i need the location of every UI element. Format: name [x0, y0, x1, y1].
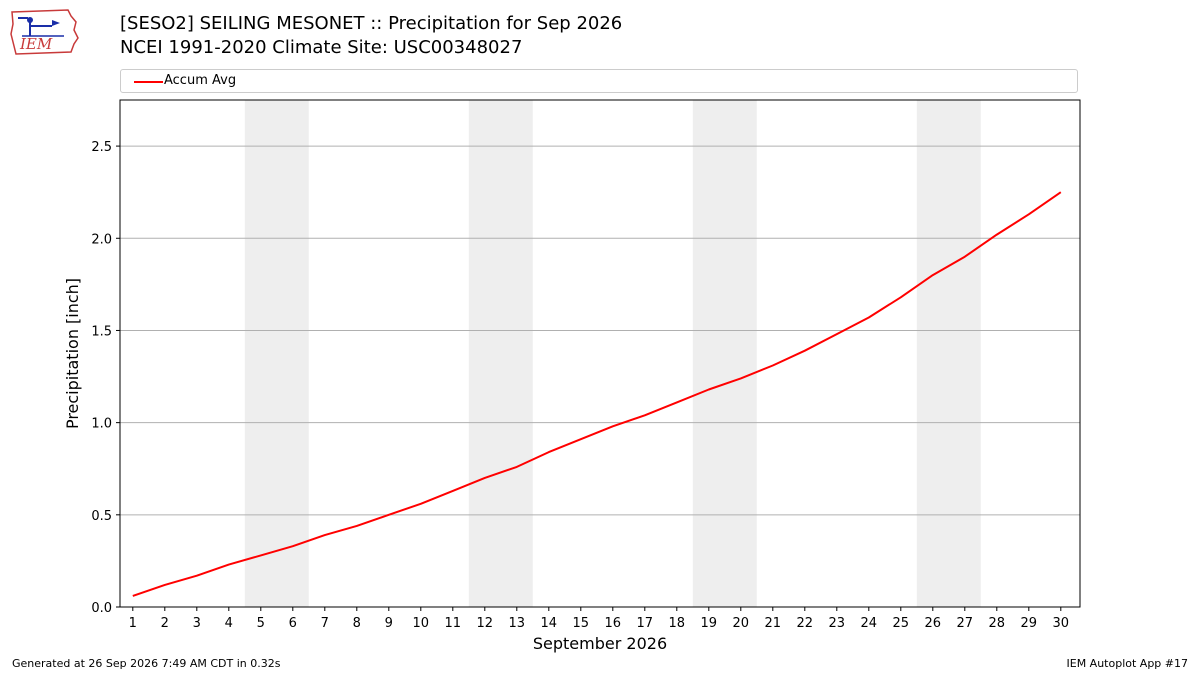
x-tick-label: 8 — [353, 616, 361, 631]
weekend-shade — [916, 100, 981, 607]
x-tick-label: 11 — [445, 616, 462, 631]
weekend-shade — [468, 100, 533, 607]
plot-area — [119, 99, 1081, 608]
weekend-shade — [692, 100, 757, 607]
weekend-shade — [244, 100, 309, 607]
x-tick-label: 3 — [193, 616, 201, 631]
y-tick-label: 1.5 — [91, 324, 112, 339]
x-tick-label: 19 — [701, 616, 718, 631]
y-axis-label: Precipitation [inch] — [63, 278, 82, 429]
generated-timestamp: Generated at 26 Sep 2026 7:49 AM CDT in … — [12, 657, 281, 670]
x-tick-label: 2 — [161, 616, 169, 631]
x-tick-label: 10 — [413, 616, 430, 631]
x-tick-label: 14 — [541, 616, 558, 631]
x-tick-label: 23 — [829, 616, 846, 631]
x-tick-label: 12 — [477, 616, 494, 631]
chart-legend: Accum Avg — [120, 69, 1078, 93]
x-tick-label: 9 — [385, 616, 393, 631]
x-tick-label: 25 — [893, 616, 910, 631]
x-tick-label: 20 — [733, 616, 750, 631]
legend-swatch — [134, 81, 163, 83]
x-tick-label: 5 — [257, 616, 265, 631]
x-tick-label: 22 — [797, 616, 814, 631]
x-axis-label: September 2026 — [533, 634, 667, 653]
x-tick-label: 29 — [1021, 616, 1038, 631]
chart-subtitle: NCEI 1991-2020 Climate Site: USC00348027 — [120, 37, 523, 58]
x-tick-label: 6 — [289, 616, 297, 631]
x-tick-label: 18 — [669, 616, 686, 631]
logo-text: IEM — [19, 35, 53, 53]
x-tick-label: 15 — [573, 616, 590, 631]
x-tick-label: 1 — [129, 616, 137, 631]
x-tick-label: 26 — [925, 616, 942, 631]
app-label: IEM Autoplot App #17 — [1066, 657, 1189, 670]
x-tick-label: 4 — [225, 616, 233, 631]
legend-label: Accum Avg — [164, 73, 237, 88]
y-tick-label: 0.0 — [91, 601, 112, 616]
x-tick-label: 16 — [605, 616, 622, 631]
iem-logo: IEM — [10, 9, 79, 55]
chart-title: [SESO2] SEILING MESONET :: Precipitation… — [120, 13, 623, 34]
x-tick-label: 21 — [765, 616, 782, 631]
x-tick-label: 7 — [321, 616, 329, 631]
x-tick-label: 13 — [509, 616, 526, 631]
series-line-accum-avg — [132, 191, 1062, 597]
x-tick-label: 28 — [989, 616, 1006, 631]
x-tick-label: 27 — [957, 616, 974, 631]
y-tick-label: 2.5 — [91, 140, 112, 155]
x-tick-label: 17 — [637, 616, 654, 631]
y-tick-label: 0.5 — [91, 509, 112, 524]
weather-station-icon — [18, 17, 64, 37]
y-tick-label: 1.0 — [91, 417, 112, 432]
y-tick-label: 2.0 — [91, 232, 112, 247]
x-tick-label: 30 — [1053, 616, 1070, 631]
x-tick-label: 24 — [861, 616, 878, 631]
